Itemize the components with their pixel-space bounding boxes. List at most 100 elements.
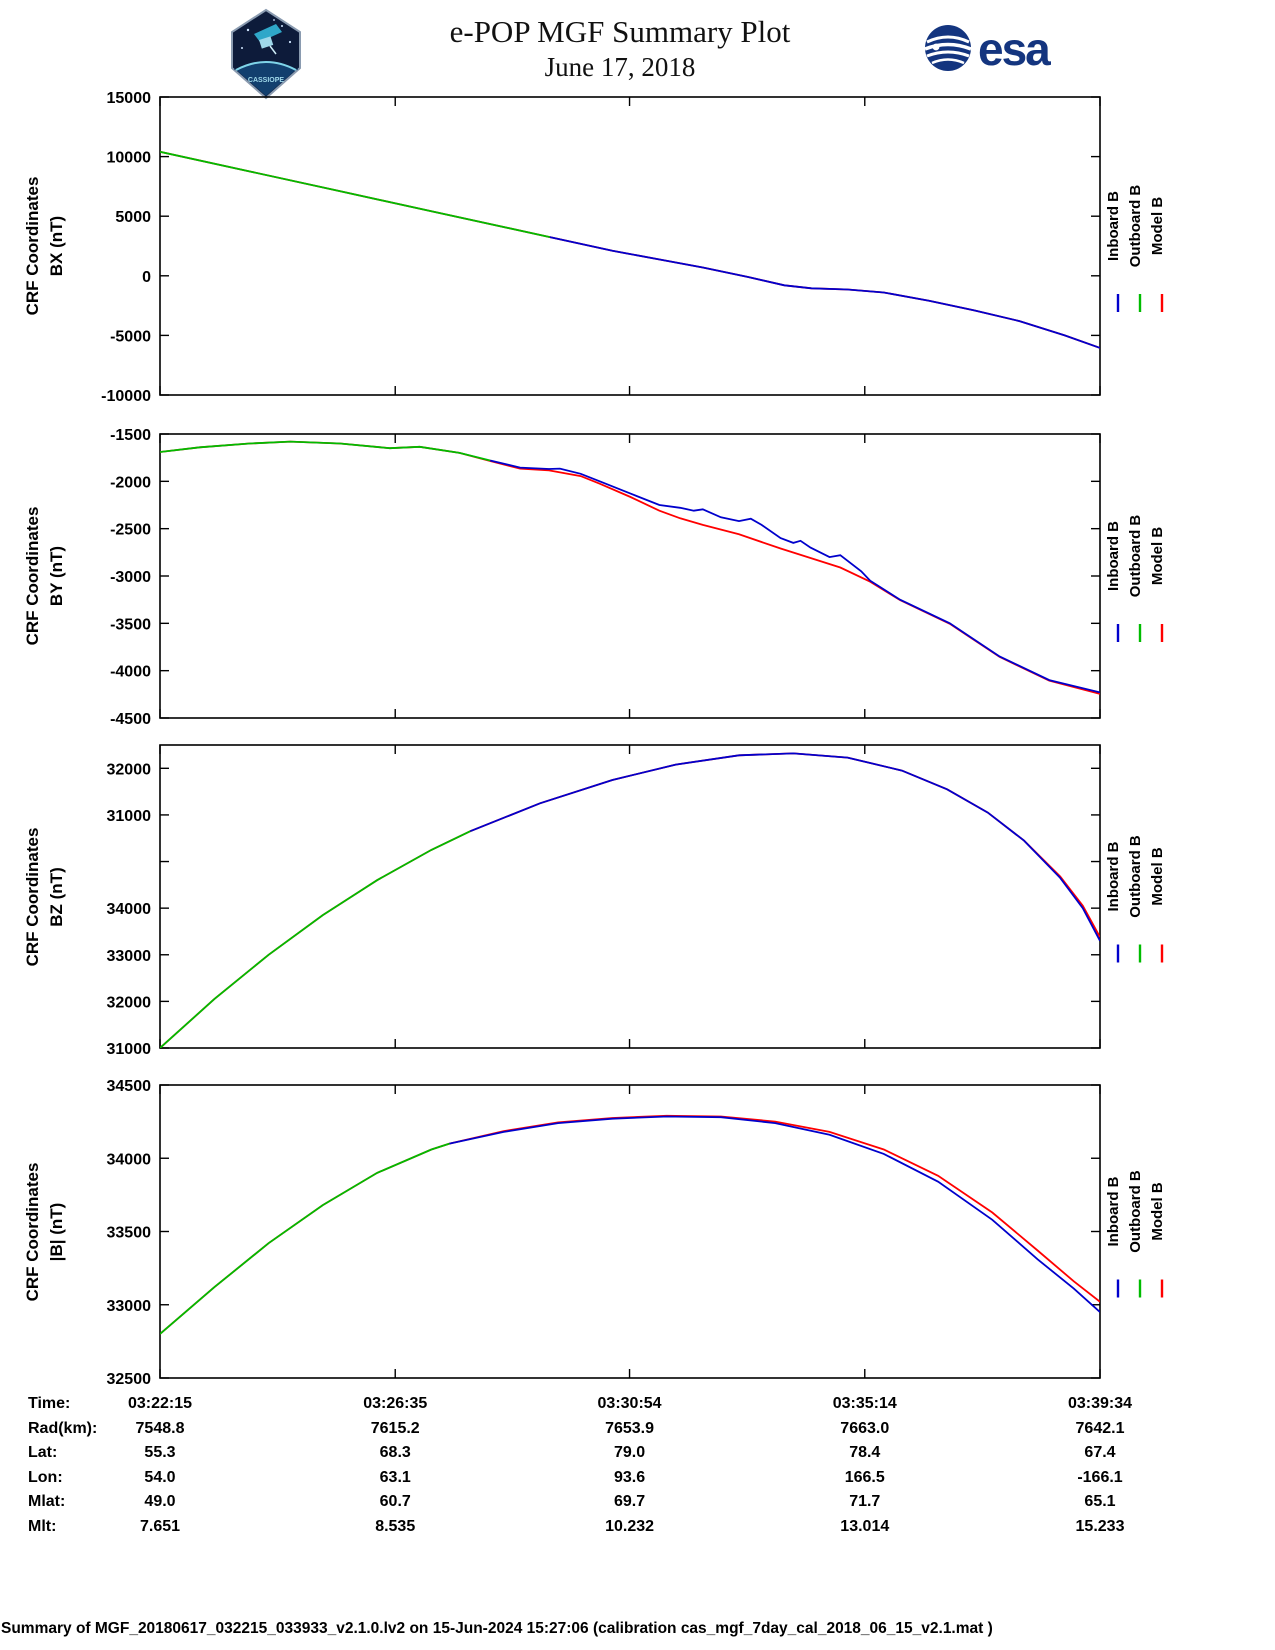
row-value: 49.0 [144, 1493, 176, 1511]
row-value: 63.1 [379, 1468, 411, 1486]
ylabel-by-line1: CRF Coordinates [23, 507, 42, 646]
row-value: 7615.2 [370, 1419, 420, 1437]
series-model-by [160, 440, 1100, 695]
row-value: 7.651 [139, 1517, 181, 1535]
row-value: 15.233 [1075, 1517, 1125, 1535]
row-label: Mlat: [28, 1493, 66, 1511]
legend-label-inboard: Inboard B [1105, 191, 1122, 261]
row-value: 67.4 [1084, 1444, 1116, 1462]
row-value: 54.0 [144, 1468, 176, 1486]
ytick-label: -1500 [110, 427, 151, 444]
axes-box-by [159, 433, 1101, 719]
row-value: 03:35:14 [832, 1395, 897, 1412]
esa-logo-text: esa [978, 23, 1051, 75]
row-value: 60.7 [379, 1493, 411, 1511]
ylabel-bx-line2: BX (nT) [47, 216, 66, 276]
row-value: 03:39:34 [1067, 1395, 1133, 1412]
series-inboard-by [489, 459, 1100, 694]
panel-bx: 15000 10000 5000 0 -5000 -10000 Inboard B Outbo… [101, 90, 1166, 405]
series-model-bmag [160, 1114, 1100, 1335]
row-value: 7663.0 [840, 1419, 890, 1437]
row-value: 55.3 [144, 1444, 176, 1462]
series-model-bz [160, 752, 1100, 1048]
row-value: 03:30:54 [597, 1395, 662, 1412]
panel-by: -1500 -2000 -2500 -3000 -3500 -4000 -4500 Inboa… [110, 427, 1166, 728]
series-outboard-by [160, 440, 491, 462]
table-row-lat: Lat: 55.3 68.3 79.0 78.4 67.4 [0, 1441, 1275, 1466]
ytick-label: 32500 [107, 1371, 152, 1388]
ytick-label: 32000 [107, 994, 152, 1011]
ytick-label: 31000 [107, 808, 152, 825]
cassiope-mission-logo: CASSIOPE [231, 8, 301, 100]
esa-emblem-icon [924, 25, 972, 71]
legend-label-model: Model B [1149, 197, 1166, 255]
legend-label-outboard: Outboard B [1127, 835, 1144, 918]
ytick-label: 0 [142, 269, 151, 286]
ylabel-bz-line1: CRF Coordinates [23, 828, 42, 967]
series-inboard-bz [469, 752, 1100, 942]
ytick-label: 10000 [107, 150, 152, 167]
ylabel-bx-line1: CRF Coordinates [23, 177, 42, 316]
legend-label-outboard: Outboard B [1127, 185, 1144, 268]
legend-label-outboard: Outboard B [1127, 515, 1144, 598]
legend-label-model: Model B [1149, 527, 1166, 585]
row-value: 03:26:35 [363, 1395, 428, 1412]
ytick-label: 32000 [107, 761, 152, 778]
ytick-label: 5000 [115, 209, 151, 226]
row-value: 93.6 [613, 1468, 646, 1486]
table-row-time: Time: 03:22:15 03:26:35 03:30:54 03:35:14 03:… [0, 1392, 1275, 1417]
series-outboard-bmag [160, 1142, 450, 1335]
row-value: 7548.8 [135, 1419, 185, 1437]
row-value: 13.014 [840, 1517, 890, 1535]
ytick-label: 15000 [107, 90, 152, 107]
row-value: 7653.9 [605, 1419, 655, 1437]
page-title: e-POP MGF Summary Plot [449, 14, 791, 49]
row-value: 71.7 [849, 1493, 881, 1511]
legend-label-inboard: Inboard B [1105, 1176, 1122, 1246]
row-value: 8.535 [375, 1517, 416, 1535]
series-outboard-bx [160, 150, 551, 238]
axes-box-bx [159, 96, 1101, 396]
ytick-label: 31000 [107, 1041, 152, 1058]
ytick-label: -3500 [110, 616, 151, 633]
ytick-label: -3000 [110, 569, 151, 586]
legend-label-model: Model B [1149, 847, 1166, 905]
panel-bmag: 34500 34000 33500 33000 32500 Inboard B Outboa… [107, 1078, 1167, 1388]
ytick-label: -4500 [110, 711, 151, 728]
ytick-label: 33000 [107, 1298, 152, 1315]
page-date: June 17, 2018 [544, 52, 696, 82]
legend-label-outboard: Outboard B [1127, 1170, 1144, 1253]
row-value: 10.232 [605, 1517, 655, 1535]
ephemeris-table: Time: 03:22:15 03:26:35 03:30:54 03:35:14 03:… [0, 1392, 1275, 1540]
row-value: 78.4 [849, 1444, 881, 1462]
ytick-label: 33000 [107, 948, 152, 965]
table-row-mlat: Mlat: 49.0 60.7 69.7 71.7 65.1 [0, 1490, 1275, 1515]
earth-arc [234, 61, 298, 96]
legend-label-inboard: Inboard B [1105, 521, 1122, 591]
satellite-icon [254, 24, 282, 55]
footer-summary-line: Summary of MGF_20180617_032215_033933_v2… [1, 1620, 993, 1637]
row-value: 166.5 [844, 1468, 885, 1486]
ytick-label: 34000 [107, 901, 152, 918]
ytick-label: -2500 [110, 522, 151, 539]
legend-label-inboard: Inboard B [1105, 841, 1122, 911]
row-value: 65.1 [1084, 1493, 1116, 1511]
table-row-mlt: Mlt: 7.651 8.535 10.232 13.014 15.233 [0, 1515, 1275, 1540]
series-inboard-bx [549, 236, 1100, 349]
table-row-radkm: Rad(km): 7548.8 7615.2 7653.9 7663.0 7642.1 [0, 1417, 1275, 1442]
row-value: 79.0 [613, 1444, 646, 1462]
esa-logo: esa [924, 23, 1053, 75]
axes-box-bz [159, 744, 1101, 1049]
row-label: Mlt: [28, 1517, 57, 1535]
patch-text: CASSIOPE [248, 77, 285, 84]
row-label: Lat: [28, 1444, 58, 1462]
panels-group: 15000 10000 5000 0 -5000 -10000 Inboard B Outbo… [101, 90, 1166, 1388]
ytick-label: -2000 [110, 474, 151, 491]
legend-label-model: Model B [1149, 1182, 1166, 1240]
ytick-label: -4000 [110, 664, 151, 681]
row-label: Time: [28, 1395, 71, 1412]
axes-box-bmag [159, 1084, 1101, 1379]
row-value: 7642.1 [1075, 1419, 1125, 1437]
table-row-lon: Lon: 54.0 63.1 93.6 166.5 -166.1 [0, 1466, 1275, 1491]
